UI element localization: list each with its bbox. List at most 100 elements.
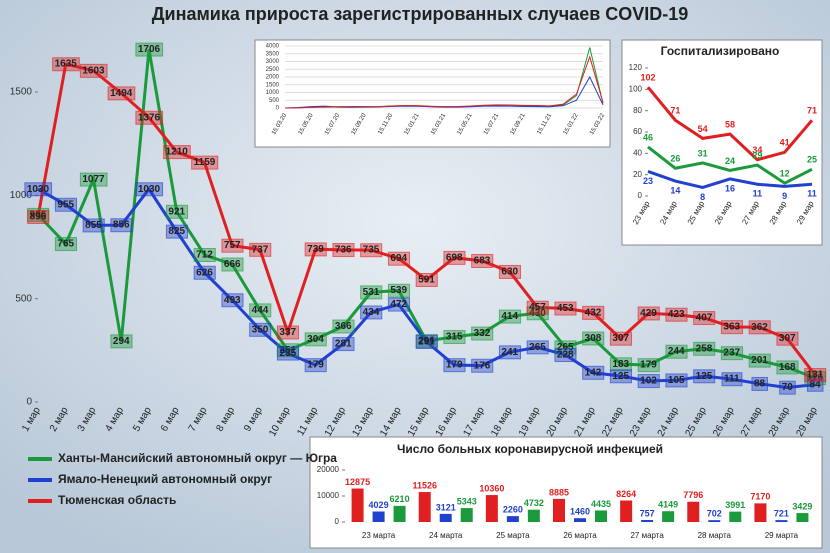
data-label: 735 [363, 245, 380, 256]
data-label: 7796 [683, 490, 703, 500]
data-label-box [276, 346, 300, 361]
data-label: 630 [501, 266, 518, 277]
data-label: 1210 [166, 147, 189, 158]
data-label-box [665, 373, 688, 388]
data-label-box [443, 330, 466, 345]
data-label: 955 [57, 199, 74, 210]
bar [553, 498, 565, 522]
data-label-box [135, 110, 164, 125]
data-label: 183 [612, 359, 629, 370]
data-label-box [332, 243, 355, 258]
data-label-box [107, 86, 136, 101]
bar [460, 508, 473, 522]
data-label-box [135, 182, 164, 197]
bar [595, 510, 607, 522]
data-label: 179 [446, 360, 463, 371]
data-label: 46 [643, 132, 653, 142]
data-label: 265 [529, 342, 546, 353]
y-tick-label: 120 [629, 63, 643, 72]
data-label-box [304, 358, 327, 373]
data-label-box [582, 305, 605, 320]
data-label-box [471, 253, 494, 268]
data-label-box [165, 204, 189, 219]
y-tick-label: 2000 [266, 75, 280, 81]
data-label: 14 [670, 185, 680, 195]
data-label: 702 [707, 509, 722, 519]
data-label-box [526, 340, 549, 355]
data-label-box [52, 57, 80, 72]
data-label-box [665, 344, 688, 359]
series-line [647, 170, 813, 190]
y-tick-label: 1500 [10, 87, 33, 98]
data-label: 11 [807, 189, 817, 199]
data-label: 111 [724, 374, 740, 385]
series-line [37, 186, 816, 390]
chart-title: Динамика прироста зарегистрированных слу… [152, 4, 689, 24]
data-label: 6210 [390, 494, 410, 504]
data-label: 168 [779, 362, 796, 373]
data-label: 3429 [792, 501, 812, 511]
series-line [647, 145, 813, 185]
data-label: 457 [529, 302, 546, 313]
bar [641, 520, 654, 522]
data-label: 591 [418, 275, 435, 286]
data-label-box [526, 300, 549, 315]
data-label: 9 [782, 191, 787, 201]
inset-frame [309, 436, 823, 549]
data-label-box [304, 242, 327, 257]
data-label-box [276, 325, 300, 340]
y-tick-label: 2500 [266, 67, 280, 73]
y-tick-label: 500 [15, 293, 32, 304]
data-label: 1077 [82, 174, 105, 185]
x-tick-label: 27 марта [630, 531, 664, 540]
data-label-box [443, 250, 466, 265]
data-label-box [332, 337, 355, 352]
data-label-box [193, 247, 216, 262]
x-tick-label: 24 марта [429, 531, 463, 540]
data-label: 1376 [138, 112, 161, 123]
bar [620, 500, 633, 522]
x-tick-label: 29 марта [765, 531, 799, 540]
data-label: 453 [557, 303, 574, 314]
y-tick-label: 0 [26, 397, 32, 408]
data-label: 1030 [138, 184, 161, 195]
data-label-box [804, 368, 827, 383]
y-tick-label: 20000 [317, 465, 340, 474]
series-line [36, 62, 817, 376]
data-label-box [751, 376, 768, 391]
data-label: 237 [723, 348, 740, 359]
data-label: 241 [501, 347, 518, 358]
data-label-box [387, 251, 411, 266]
data-label-box [249, 242, 272, 257]
bar [574, 518, 586, 522]
data-label: 3121 [436, 502, 456, 512]
data-label-box [415, 273, 438, 288]
y-tick-label: 10000 [317, 491, 340, 500]
y-tick-label: 0 [335, 517, 340, 526]
data-label-box [609, 331, 633, 346]
data-label-box [498, 345, 522, 360]
data-label: 444 [252, 305, 269, 316]
data-label: 54 [698, 124, 708, 134]
data-label: 228 [557, 350, 574, 361]
data-label-box [110, 218, 133, 233]
data-label: 825 [168, 226, 185, 237]
data-label: 34 [752, 145, 762, 155]
data-label-box [693, 311, 716, 326]
data-label: 8885 [549, 487, 569, 497]
data-label: 176 [474, 360, 491, 371]
y-tick-label: 3500 [266, 51, 280, 57]
data-label: 757 [640, 508, 655, 518]
data-label: 332 [474, 328, 491, 339]
bar [527, 509, 540, 522]
data-label: 142 [585, 367, 602, 378]
data-label: 757 [224, 240, 241, 251]
data-label-box [163, 145, 191, 160]
data-label: 429 [640, 308, 657, 319]
x-tick-label: 26 марта [563, 531, 597, 540]
data-label: 856 [113, 220, 130, 231]
data-label: 2260 [503, 504, 523, 514]
inset-frame [254, 39, 611, 148]
data-label: 71 [670, 106, 680, 116]
data-label: 8 [700, 192, 705, 202]
